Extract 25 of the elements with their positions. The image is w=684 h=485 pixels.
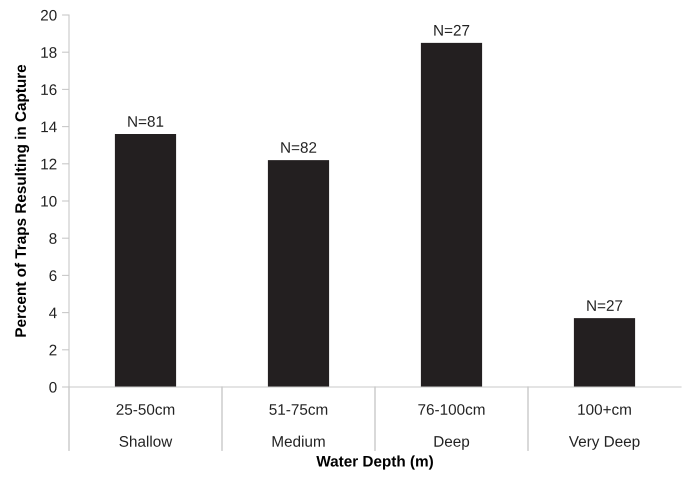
y-tick-label: 16 xyxy=(41,84,57,96)
y-tick-label: 8 xyxy=(49,233,57,244)
bar xyxy=(114,134,176,387)
bar xyxy=(574,318,636,387)
category-label: 76-100cm Deep xyxy=(418,404,484,450)
y-tick-label: 14 xyxy=(41,122,57,132)
y-tick-label: 12 xyxy=(41,158,56,170)
annotation: N=27 xyxy=(434,24,470,36)
annotation: N=81 xyxy=(128,116,164,127)
x-axis-title: Water Depth (m) xyxy=(316,455,433,470)
y-tick-label: 4 xyxy=(49,308,57,318)
category-label: 25-50cm Shallow xyxy=(116,404,174,447)
y-tick-label: 10 xyxy=(41,196,57,207)
y-tick-label: 0 xyxy=(49,382,57,393)
annotation: N=27 xyxy=(587,300,622,311)
bar xyxy=(420,42,482,387)
y-tick-label: 20 xyxy=(40,10,57,21)
y-tick-label: 18 xyxy=(41,47,57,58)
y-axis-title: Percent of Traps Resulting in Capture xyxy=(14,64,30,337)
annotation: N=82 xyxy=(281,142,316,153)
y-tick-label: 6 xyxy=(49,270,57,282)
category-label: 100+cm Very Deep xyxy=(568,404,640,450)
y-tick-label: 2 xyxy=(49,344,56,356)
bar xyxy=(268,160,330,387)
category-label: 51-75cm Medium xyxy=(269,404,328,447)
